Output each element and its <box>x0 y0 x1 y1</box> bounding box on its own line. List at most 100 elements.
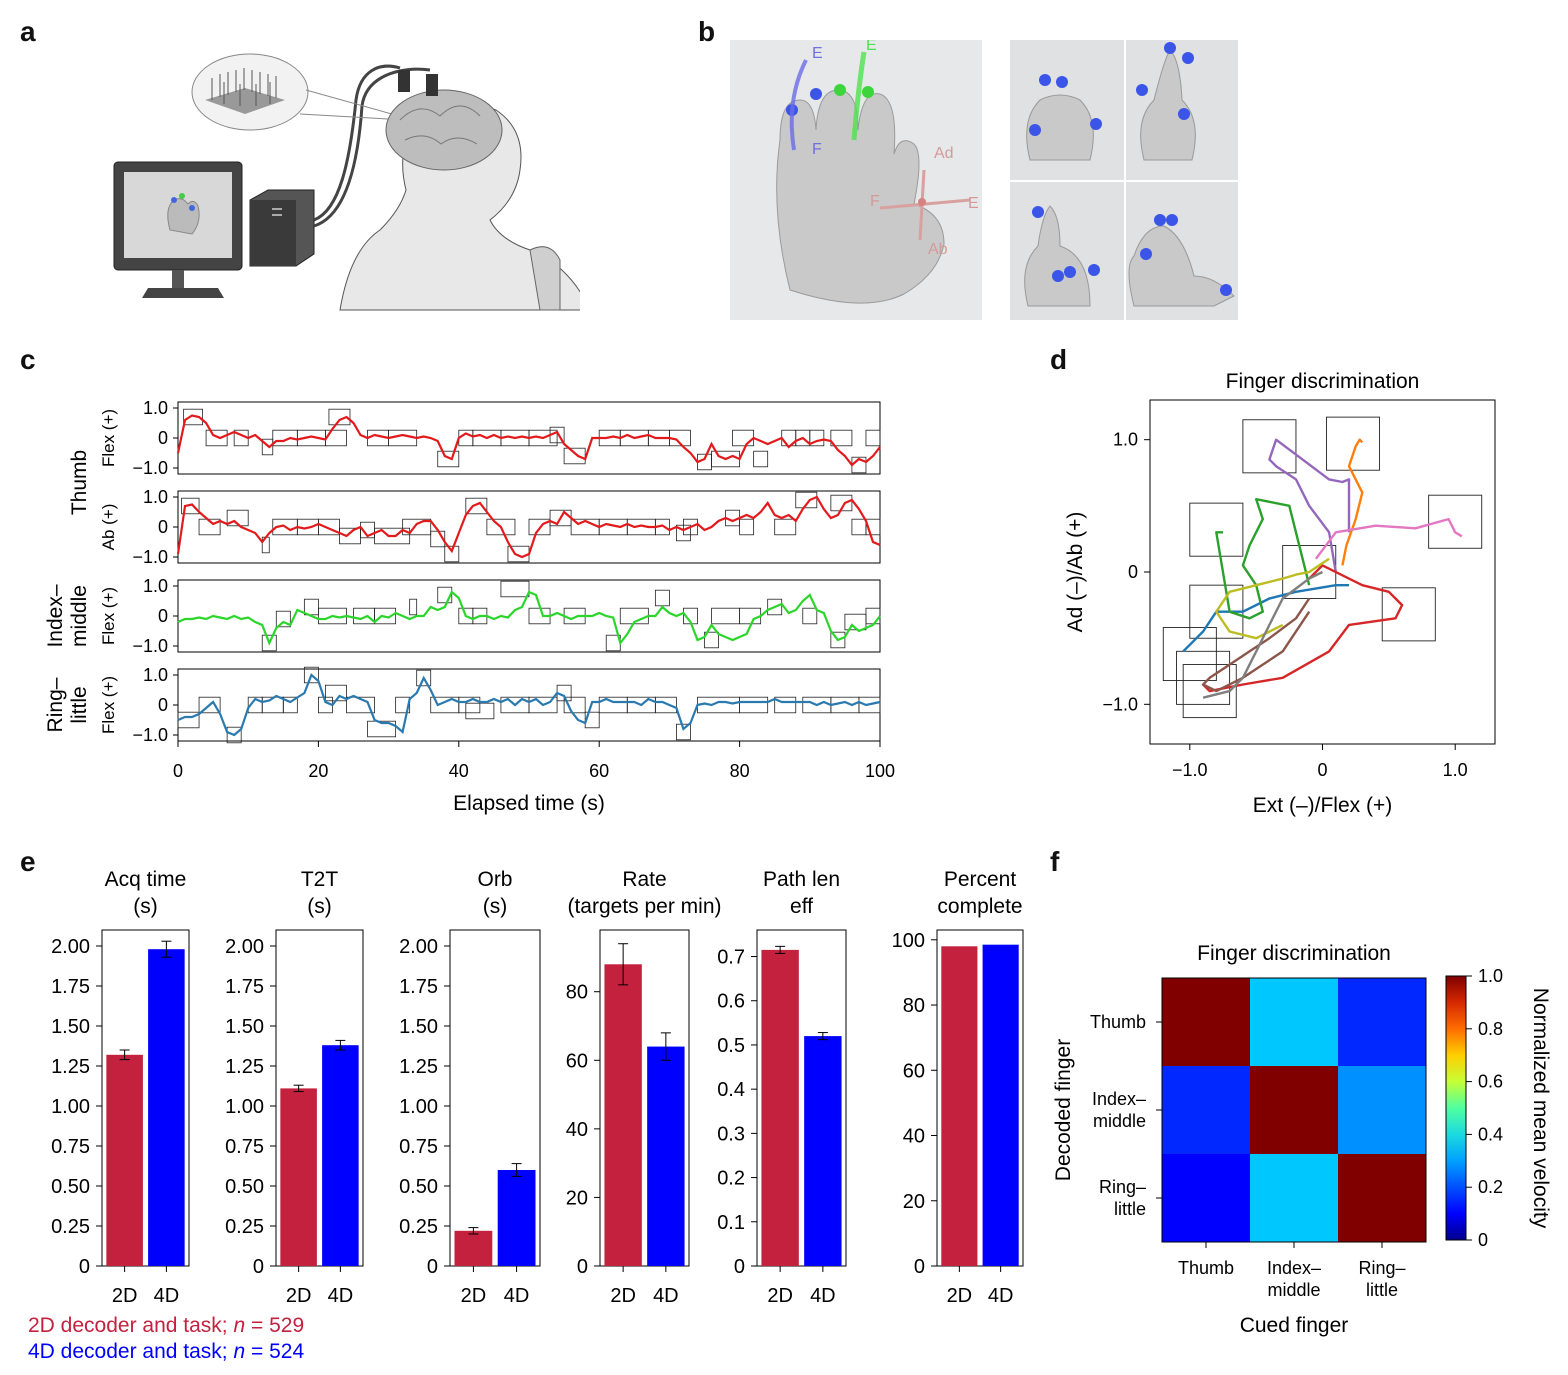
target-box <box>317 518 340 536</box>
virtual-hand-illustration: E F E Ad Ab F E <box>730 40 1238 320</box>
target-box <box>181 497 200 515</box>
legend-4d-prefix: 4D decoder and task; <box>28 1340 234 1363</box>
bar-4D <box>322 1045 359 1266</box>
target-box <box>1182 664 1237 719</box>
y-tick-label: 1.25 <box>51 1056 90 1078</box>
y-tick-label: 0.3 <box>717 1123 745 1145</box>
target-box <box>374 607 397 625</box>
target-box <box>282 696 298 714</box>
subplot-title-0: (s) <box>133 895 158 918</box>
axis-frame-0 <box>101 929 190 1267</box>
x-tick-label: 2D <box>767 1285 793 1307</box>
target-box <box>328 408 351 426</box>
x-tick-label: 4D <box>328 1285 354 1307</box>
y-tick-label: 0 <box>158 695 168 715</box>
y-tick-label: 0 <box>914 1256 925 1278</box>
y-tick-label: 0.6 <box>717 991 745 1013</box>
target-box <box>500 580 530 598</box>
target-box <box>437 450 460 468</box>
target-box <box>465 497 488 515</box>
bar-2D <box>761 949 799 1266</box>
target-box <box>261 634 277 652</box>
y-tick-label: 20 <box>566 1187 588 1209</box>
x-tick-label: 2D <box>947 1285 973 1307</box>
colorbar-tick-label: 0.2 <box>1478 1177 1503 1197</box>
bar-2D <box>106 1054 143 1266</box>
colorbar <box>1445 975 1467 1241</box>
target-box <box>1189 502 1244 557</box>
group-label-2: little <box>68 686 91 723</box>
x-tick-label: 2D <box>610 1285 636 1307</box>
target-box <box>486 518 516 536</box>
y-tick-label: 0.75 <box>51 1136 90 1158</box>
axis-frame-1 <box>275 929 364 1267</box>
heatmap-cell <box>1162 1066 1250 1154</box>
colorbar-tick-label: 0.6 <box>1478 1072 1503 1092</box>
x-tick-label: 40 <box>449 761 469 781</box>
trajectory-line <box>1182 583 1349 653</box>
heatmap-cell <box>1250 978 1338 1066</box>
hand-label-ab: Ab <box>928 241 948 258</box>
subplot-title-3: Rate <box>622 868 666 891</box>
chart-f-heatmap: Finger discriminationThumbIndex–middleRi… <box>1052 942 1552 1337</box>
y-tick-label: −1.0 <box>132 725 168 745</box>
panel-label-d: d <box>1050 344 1068 375</box>
target-box <box>711 607 741 625</box>
target-box <box>226 509 249 527</box>
trajectory-line <box>1215 497 1311 620</box>
y-tick-label: 1.75 <box>225 976 264 998</box>
target-box <box>739 518 755 536</box>
x-tick-label: 0 <box>173 761 183 781</box>
target-box <box>367 720 397 738</box>
y-tick-label: 2.00 <box>399 936 438 958</box>
subplot-title-2: Orb <box>477 868 512 891</box>
bar-4D <box>647 1046 685 1266</box>
monitor-icon <box>113 161 243 298</box>
chart-title: Finger discrimination <box>1226 370 1420 393</box>
y-tick-label: 0.75 <box>399 1136 438 1158</box>
target-box <box>1176 650 1231 705</box>
y-tick-label: middle <box>1093 1111 1146 1131</box>
target-box <box>325 429 347 447</box>
target-box <box>198 518 221 536</box>
y-tick-label: 1.50 <box>51 1016 90 1038</box>
target-box <box>683 518 698 536</box>
hand-label-e-thumb: E <box>968 195 979 212</box>
y-tick-label: 0.5 <box>717 1035 745 1057</box>
target-box <box>1381 587 1436 642</box>
target-box <box>416 669 432 687</box>
y-tick-label: Ring– <box>1099 1177 1146 1197</box>
bar-2D <box>454 1230 493 1266</box>
target-box <box>767 598 783 616</box>
y-tick-label: 40 <box>903 1126 925 1148</box>
x-tick-label: 1.0 <box>1443 760 1468 780</box>
y-tick-label: 0.25 <box>225 1216 264 1238</box>
subplot-title-0: Acq time <box>105 868 187 891</box>
target-box <box>465 702 495 720</box>
legend-4d-n: n <box>233 1340 246 1363</box>
target-box <box>402 518 432 536</box>
series-line-3 <box>177 673 881 737</box>
x-tick-label: 2D <box>286 1285 312 1307</box>
y-tick-label: 1.00 <box>399 1096 438 1118</box>
bar-2D <box>280 1088 317 1266</box>
target-box <box>1242 419 1297 474</box>
x-tick-label: 4D <box>154 1285 180 1307</box>
bar-4D <box>148 949 185 1266</box>
x-tick-label: −1.0 <box>1172 760 1208 780</box>
hand-label-ad: Ad <box>934 145 954 162</box>
group-label-2: Ring– <box>44 677 67 732</box>
y-tick-label: 40 <box>566 1119 588 1141</box>
target-box <box>739 696 769 714</box>
series-label-1: Ab (+) <box>99 504 118 551</box>
y-tick-label: 1.0 <box>143 487 168 507</box>
target-box <box>198 696 221 714</box>
target-box <box>395 696 411 714</box>
target-box <box>444 545 460 563</box>
y-tick-label: 1.25 <box>399 1056 438 1078</box>
subplot-title-4: Path len <box>763 868 840 891</box>
axis-frame-4 <box>756 929 847 1267</box>
bar-4D <box>497 1170 536 1266</box>
trajectory-line <box>1314 517 1463 560</box>
target-box <box>528 696 558 714</box>
